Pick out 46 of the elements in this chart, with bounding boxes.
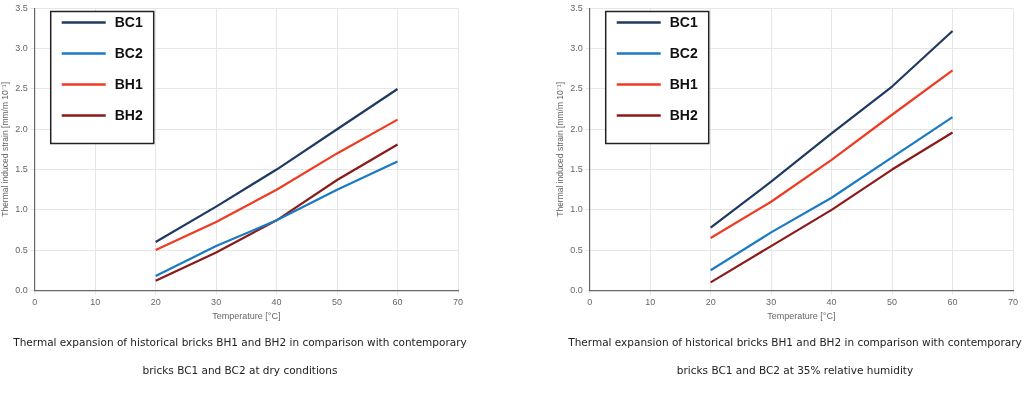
y-tick-label: 2.5 [15, 83, 28, 94]
y-tick-label: 1.5 [570, 164, 583, 175]
y-tick-label: 3.0 [15, 43, 28, 54]
y-tick-label: 2.0 [15, 123, 28, 134]
y-tick-label: 3.5 [15, 2, 28, 13]
x-tick-label: 50 [332, 297, 343, 308]
y-tick-label: 2.0 [570, 123, 583, 134]
y-axis-title: Thermal induced strain [mm/m 10⁻¹] [0, 82, 11, 217]
y-tick-label: 1.5 [15, 164, 28, 175]
y-tick-label: 0.5 [15, 244, 28, 255]
text: Thermal expansion of historical bricks BH1 and BH2 in comparison with contemporary bricks BC1 and BC2 at dry conditions [13, 336, 467, 376]
x-tick-label: 20 [705, 297, 716, 308]
x-tick-label: 30 [211, 297, 222, 308]
legend-label: BH2 [114, 107, 143, 124]
x-tick-label: 20 [150, 297, 161, 308]
y-tick-label: 3.0 [570, 43, 583, 54]
y-tick-label: 2.5 [570, 83, 583, 94]
legend-label: BC2 [669, 45, 698, 62]
x-tick-label: 70 [452, 297, 464, 308]
y-tick-label: 0.0 [570, 284, 583, 295]
x-tick-label: 40 [826, 297, 837, 308]
text: Thermal expansion of historical bricks BH1 and BH2 in comparison with contemporary bricks BC1 and BC2 at 35% relative humidity [568, 336, 1022, 376]
legend-label: BC1 [669, 14, 698, 31]
y-tick-label: 0.5 [570, 244, 583, 255]
x-tick-label: 30 [766, 297, 777, 308]
y-tick-label: 1.0 [15, 204, 28, 215]
legend-label: BC1 [114, 14, 143, 31]
y-tick-label: 0.0 [15, 284, 28, 295]
legend-label: BH2 [669, 107, 698, 124]
legend-label: BH1 [669, 76, 698, 93]
x-tick-label: 0 [32, 297, 38, 308]
x-axis-title: Temperature [°C] [767, 311, 836, 322]
y-tick-label: 1.0 [570, 204, 583, 215]
y-axis-title: Thermal induced strain [mm/m 10⁻¹] [555, 82, 566, 217]
legend-label: BH1 [114, 76, 143, 93]
legend-label: BC2 [114, 45, 143, 62]
x-axis-title: Temperature [°C] [212, 311, 281, 322]
x-tick-label: 10 [645, 297, 656, 308]
x-tick-label: 70 [1007, 297, 1019, 308]
x-tick-label: 40 [271, 297, 282, 308]
x-tick-label: 10 [90, 297, 101, 308]
x-tick-label: 60 [392, 297, 403, 308]
x-tick-label: 50 [887, 297, 898, 308]
x-tick-label: 0 [587, 297, 593, 308]
y-tick-label: 3.5 [570, 2, 583, 13]
x-tick-label: 60 [947, 297, 958, 308]
